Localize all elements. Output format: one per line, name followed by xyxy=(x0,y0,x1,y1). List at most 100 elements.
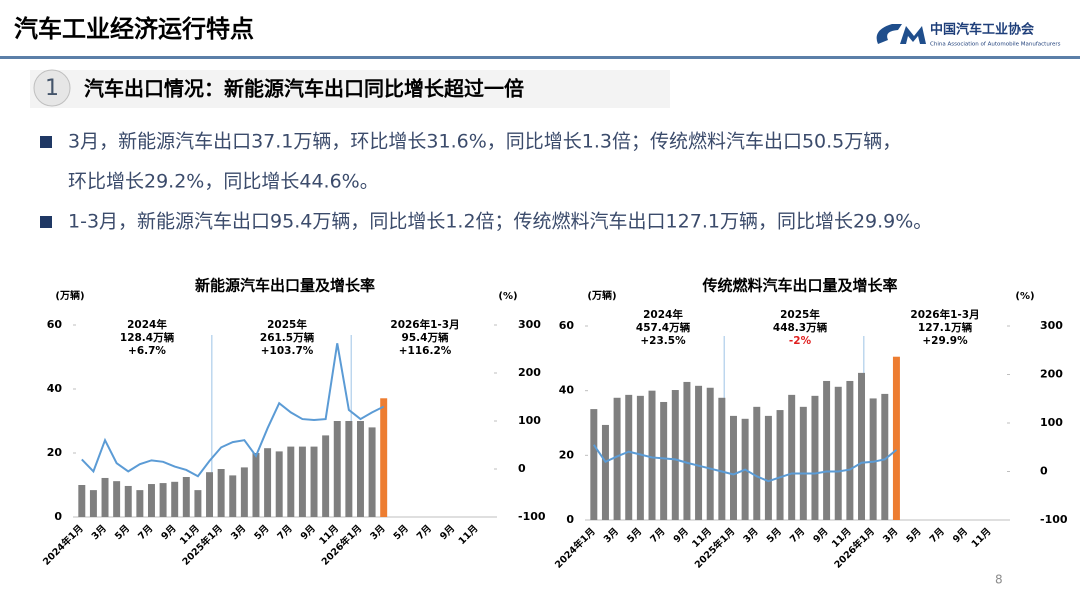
chart-title: 新能源汽车出口量及增长率 xyxy=(195,277,375,295)
bar xyxy=(171,481,179,517)
bar xyxy=(264,448,272,517)
logo-en: China Association of Automobile Manufact… xyxy=(930,42,1061,48)
annotation: 127.1万辆 xyxy=(918,321,973,334)
y2-tick-label: -100 xyxy=(1040,513,1068,526)
bar xyxy=(823,380,831,520)
bar xyxy=(182,477,190,517)
chart-title: 传统燃料汽车出口量及增长率 xyxy=(701,277,897,295)
bar xyxy=(776,410,784,520)
y-tick-label: 0 xyxy=(54,510,62,523)
bar xyxy=(287,446,295,517)
x-tick-label: 7月 xyxy=(648,526,667,545)
bar xyxy=(124,485,132,517)
annotation: 2025年 xyxy=(267,318,307,331)
y2-tick-label: 200 xyxy=(1040,368,1063,381)
y2-tick-label: 300 xyxy=(1040,319,1063,332)
bar xyxy=(252,453,260,517)
bar xyxy=(753,406,761,520)
bar xyxy=(799,406,807,520)
bar xyxy=(869,398,877,520)
growth-line xyxy=(81,343,385,478)
bar xyxy=(322,435,330,517)
bar xyxy=(275,451,283,517)
x-tick-label: 5月 xyxy=(392,523,411,542)
header-rule xyxy=(0,56,1080,59)
x-tick-label: 9月 xyxy=(951,526,970,545)
bar xyxy=(78,485,86,517)
bar xyxy=(147,484,155,517)
y-tick-label: 60 xyxy=(47,318,63,331)
bar xyxy=(858,372,866,520)
bullet-text: 1-3月，新能源汽车出口95.4万辆，同比增长1.2倍；传统燃料汽车出口127.… xyxy=(68,211,932,233)
y2-tick-label: 100 xyxy=(518,414,541,427)
section-number: 1 xyxy=(45,76,59,101)
x-tick-label: 7月 xyxy=(788,526,807,545)
x-tick-label: 9月 xyxy=(811,526,830,545)
bar xyxy=(206,472,214,517)
y2-tick-label: 100 xyxy=(1040,416,1063,429)
x-tick-label: 2024年1月 xyxy=(552,525,597,570)
bar xyxy=(310,446,318,517)
y2-axis-label: (%) xyxy=(498,291,517,302)
bar xyxy=(113,481,121,517)
x-tick-label: 3月 xyxy=(368,523,387,542)
bar xyxy=(136,490,144,517)
annotation: +103.7% xyxy=(261,345,314,357)
y-tick-label: 40 xyxy=(559,384,575,397)
x-tick-label: 3月 xyxy=(881,526,900,545)
bar xyxy=(240,467,248,517)
bar xyxy=(695,385,703,520)
bar xyxy=(648,390,656,520)
x-tick-label: 9月 xyxy=(299,523,318,542)
bar xyxy=(729,415,737,520)
x-tick-label: 3月 xyxy=(90,523,109,542)
x-tick-label: 2024年1月 xyxy=(40,522,85,567)
bar xyxy=(601,424,609,520)
bullet-square xyxy=(40,216,52,228)
x-tick-label: 5月 xyxy=(252,523,271,542)
y2-tick-label: 300 xyxy=(518,318,541,331)
x-tick-label: 3月 xyxy=(741,526,760,545)
annotation: +29.9% xyxy=(922,335,968,347)
logo-cn: 中国汽车工业协会 xyxy=(930,22,1035,38)
bar xyxy=(671,390,679,520)
bar xyxy=(660,401,668,520)
bar xyxy=(368,427,376,517)
x-tick-label: 7月 xyxy=(136,523,155,542)
bar xyxy=(846,380,854,520)
annotation: 457.4万辆 xyxy=(636,321,691,334)
y-tick-label: 20 xyxy=(559,448,575,461)
bar xyxy=(356,421,364,517)
bar xyxy=(625,394,633,520)
y2-tick-label: 0 xyxy=(518,462,526,475)
annotation: +116.2% xyxy=(399,345,452,357)
bar xyxy=(101,477,109,517)
x-tick-label: 9月 xyxy=(159,523,178,542)
bar xyxy=(159,483,167,517)
x-tick-label: 9月 xyxy=(438,523,457,542)
bar xyxy=(764,415,772,520)
section-badge xyxy=(33,69,71,107)
x-tick-label: 9月 xyxy=(672,526,691,545)
x-tick-label: 3月 xyxy=(602,526,621,545)
bar xyxy=(345,421,353,517)
y-tick-label: 40 xyxy=(47,382,63,395)
bullet-text: 3月，新能源汽车出口37.1万辆，环比增长31.6%，同比增长1.3倍；传统燃料… xyxy=(68,131,901,153)
x-tick-label: 3月 xyxy=(229,523,248,542)
x-tick-label: 5月 xyxy=(765,526,784,545)
annotation: 95.4万辆 xyxy=(402,331,449,344)
bar xyxy=(881,393,889,520)
y-tick-label: 20 xyxy=(47,446,63,459)
bullet-text: 环比增长29.2%，同比增长44.6%。 xyxy=(68,171,379,193)
y-tick-label: 0 xyxy=(566,513,574,526)
section-band xyxy=(30,70,670,108)
annotation: 2024年 xyxy=(127,318,167,331)
bar xyxy=(706,387,714,520)
annotation: 261.5万辆 xyxy=(260,331,315,344)
annotation: 448.3万辆 xyxy=(773,321,828,334)
y2-tick-label: 0 xyxy=(1040,465,1048,478)
bar xyxy=(834,386,842,520)
growth-line xyxy=(592,444,898,483)
bar xyxy=(636,395,644,520)
